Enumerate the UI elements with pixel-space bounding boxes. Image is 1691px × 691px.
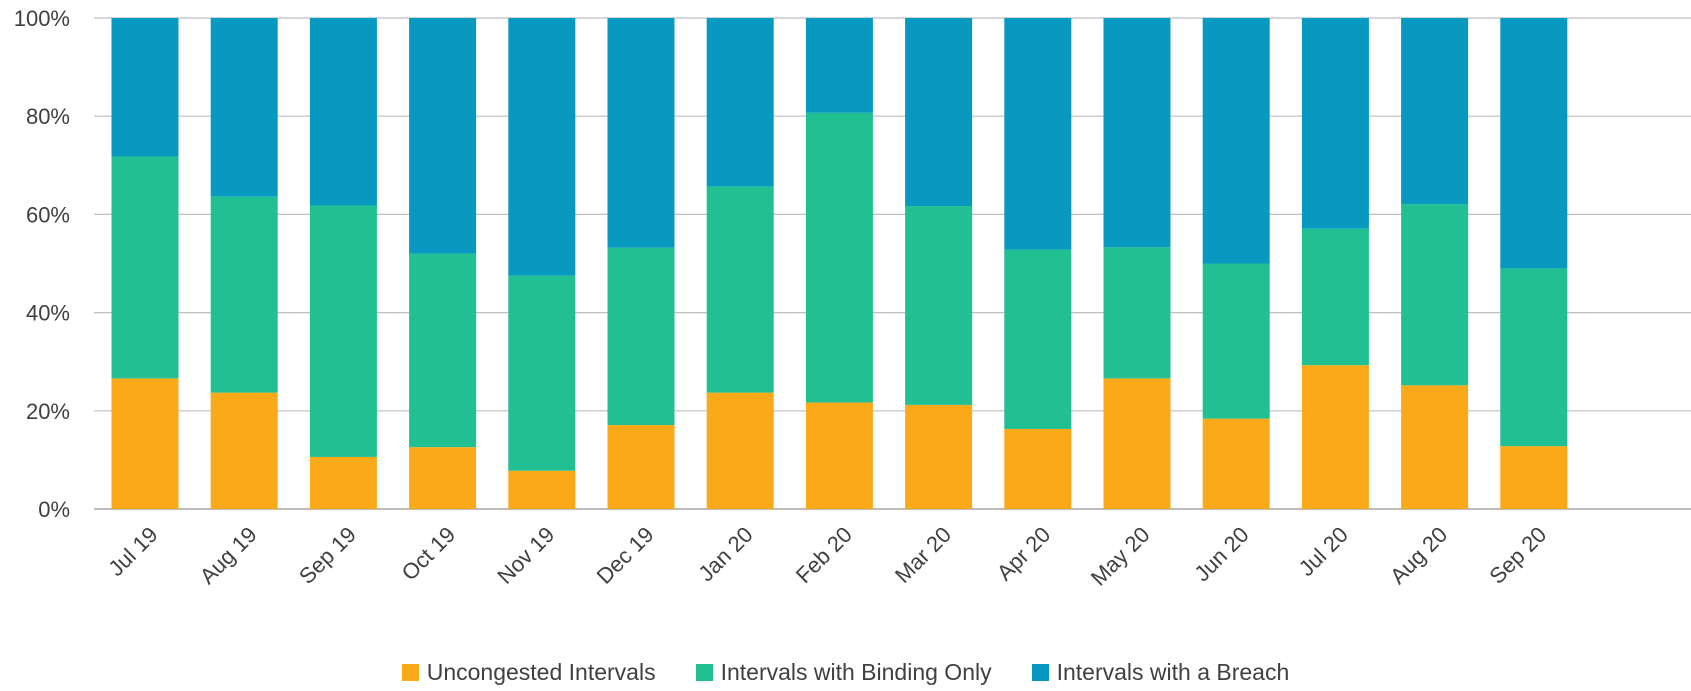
bar-segment	[805, 18, 873, 113]
bar-stack	[1103, 18, 1171, 509]
y-tick-label: 80%	[26, 104, 70, 129]
bar-segment	[1500, 446, 1568, 509]
x-tick-label: Jul 20	[1294, 522, 1353, 581]
bar-segment	[905, 404, 973, 509]
bar-segment	[508, 470, 576, 509]
bar-segment	[706, 392, 774, 509]
bar-segment	[409, 18, 477, 254]
bar-segment	[1401, 204, 1469, 386]
bar-segment	[1401, 18, 1469, 205]
bar-segment	[1401, 385, 1469, 509]
bar-segment	[111, 156, 179, 379]
bar-segment	[309, 205, 377, 457]
bar-segment	[1004, 18, 1072, 250]
legend-label: Uncongested Intervals	[426, 658, 656, 685]
bar-segment	[1103, 18, 1171, 248]
bar-segment	[1301, 18, 1369, 229]
x-tick-label: Jul 19	[103, 522, 162, 581]
x-tick-label: Aug 19	[195, 522, 262, 589]
bar-stack	[508, 18, 576, 509]
bar-stack	[1004, 18, 1072, 509]
legend-swatch	[401, 663, 419, 681]
bar-segment	[1500, 18, 1568, 269]
x-tick-label: Dec 19	[592, 522, 659, 589]
bars	[111, 18, 1568, 509]
legend: Uncongested Intervals Intervals with Bind…	[0, 655, 1691, 689]
y-tick-label: 0%	[38, 497, 70, 522]
x-tick-label: Aug 20	[1385, 522, 1452, 589]
x-axis-ticks: Jul 19 Aug 19 Sep 19 Oct 19 Nov 19 Dec 19 Jan …	[103, 522, 1551, 591]
bar-segment	[508, 275, 576, 471]
x-tick-label: Oct 19	[397, 522, 461, 586]
bar-stack	[905, 18, 973, 509]
x-tick-label: Apr 20	[992, 522, 1056, 586]
bar-segment	[210, 196, 278, 393]
bar-segment	[1103, 378, 1171, 509]
bar-stack	[1500, 18, 1568, 509]
bar-stack	[210, 18, 278, 509]
bar-stack	[111, 18, 179, 509]
bar-segment	[409, 253, 477, 448]
bar-stack	[1202, 18, 1270, 509]
bar-segment	[1103, 247, 1171, 379]
bar-segment	[706, 186, 774, 393]
bar-segment	[1202, 418, 1270, 509]
bar-segment	[607, 425, 675, 509]
legend-label: Intervals with Binding Only	[720, 658, 992, 685]
bar-segment	[1500, 268, 1568, 447]
x-tick-label: Sep 19	[294, 522, 361, 589]
bar-segment	[706, 18, 774, 187]
legend-item: Intervals with a Breach	[1031, 658, 1290, 686]
bar-stack	[1301, 18, 1369, 509]
legend-swatch	[1031, 663, 1049, 681]
y-tick-label: 20%	[26, 399, 70, 424]
bar-segment	[1004, 428, 1072, 509]
bar-segment	[905, 206, 973, 405]
x-tick-label: Nov 19	[492, 522, 559, 589]
bar-segment	[805, 112, 873, 403]
bar-segment	[1004, 249, 1072, 429]
x-tick-label: Jan 20	[693, 522, 757, 586]
bar-stack	[409, 18, 477, 509]
bar-segment	[111, 18, 179, 157]
bar-segment	[1301, 365, 1369, 509]
bar-segment	[1202, 263, 1270, 419]
bar-segment	[111, 378, 179, 509]
y-tick-label: 40%	[26, 301, 70, 326]
bar-segment	[607, 18, 675, 248]
bar-segment	[508, 18, 576, 276]
y-tick-label: 100%	[14, 6, 70, 31]
bar-segment	[309, 456, 377, 509]
bar-segment	[1301, 228, 1369, 366]
bar-segment	[409, 447, 477, 509]
legend-swatch	[695, 663, 713, 681]
bar-segment	[607, 247, 675, 426]
bar-segment	[1202, 18, 1270, 264]
bar-segment	[210, 392, 278, 509]
stacked-bar-chart: 0% 20% 40% 60% 80% 100% Jul 19 Aug 19 Sep 19 Oct…	[14, 6, 1691, 591]
legend-label: Intervals with a Breach	[1056, 658, 1290, 685]
bar-segment	[805, 402, 873, 509]
bar-segment	[210, 18, 278, 197]
bar-stack	[805, 18, 873, 509]
legend-item: Uncongested Intervals	[401, 658, 656, 686]
x-tick-label: Mar 20	[890, 522, 956, 588]
bar-stack	[607, 18, 675, 509]
bar-segment	[309, 18, 377, 206]
legend-item: Intervals with Binding Only	[695, 658, 992, 686]
bar-segment	[905, 18, 973, 207]
y-axis-ticks: 0% 20% 40% 60% 80% 100%	[14, 6, 70, 522]
bar-stack	[309, 18, 377, 509]
y-tick-label: 60%	[26, 202, 70, 227]
bar-stack	[1401, 18, 1469, 509]
x-tick-label: May 20	[1086, 522, 1155, 591]
x-tick-label: Sep 20	[1484, 522, 1551, 589]
x-tick-label: Feb 20	[791, 522, 857, 588]
bar-stack	[706, 18, 774, 509]
x-tick-label: Jun 20	[1189, 522, 1253, 586]
